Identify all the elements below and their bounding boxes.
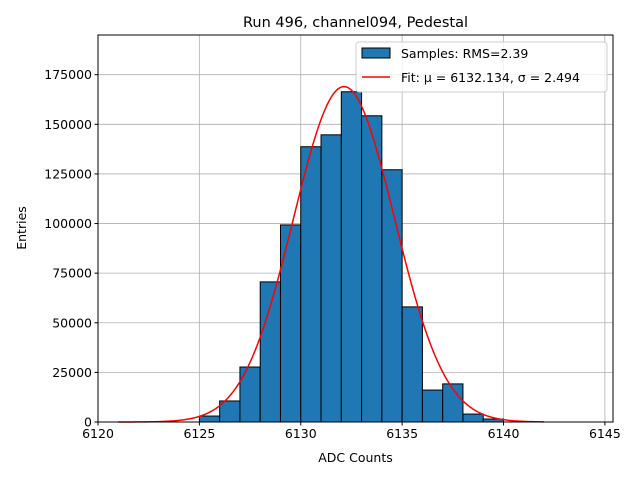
y-tick-label: 150000 [44,117,92,132]
histogram-bar [259,281,281,423]
y-tick-label: 125000 [44,166,92,181]
y-tick-label: 25000 [52,365,92,380]
histogram-bar [279,224,302,423]
histogram-bar [340,91,363,423]
legend-swatch-samples [361,47,391,59]
legend-box [355,41,608,93]
histogram-bar [198,415,221,423]
legend-label-samples: Samples: RMS=2.39 [401,46,528,61]
x-tick-label: 6130 [285,426,317,441]
y-tick-label: 75000 [52,266,92,281]
y-tick-label: 175000 [44,67,92,82]
bars [198,91,505,423]
y-axis-label: Entries [14,206,29,250]
x-axis-label: ADC Counts [318,450,393,465]
histogram-bar [421,389,444,423]
histogram-bar [462,413,484,423]
y-tick-label: 100000 [44,216,92,231]
histogram-bar [300,146,322,423]
ticks: 6120 6125 6130 6135 6140 6145 0 25000 50000 75000… [44,67,621,441]
x-tick-label: 6135 [386,426,418,441]
x-tick-label: 6120 [82,426,114,441]
histogram-bar [361,115,383,423]
legend: Samples: RMS=2.39 Fit: μ = 6132.134, σ =… [355,41,608,93]
fit-curve [118,85,545,423]
histogram-bar [320,134,342,423]
histogram-bar [401,306,423,423]
legend-label-fit: Fit: μ = 6132.134, σ = 2.494 [401,70,580,85]
x-tick-label: 6125 [183,426,215,441]
chart-title: Run 496, channel094, Pedestal [243,15,468,31]
x-tick-label: 6140 [488,426,520,441]
x-tick-label: 6145 [589,426,621,441]
y-tick-label: 0 [84,415,92,430]
axes-frame [97,34,614,423]
y-tick-label: 50000 [52,315,92,330]
